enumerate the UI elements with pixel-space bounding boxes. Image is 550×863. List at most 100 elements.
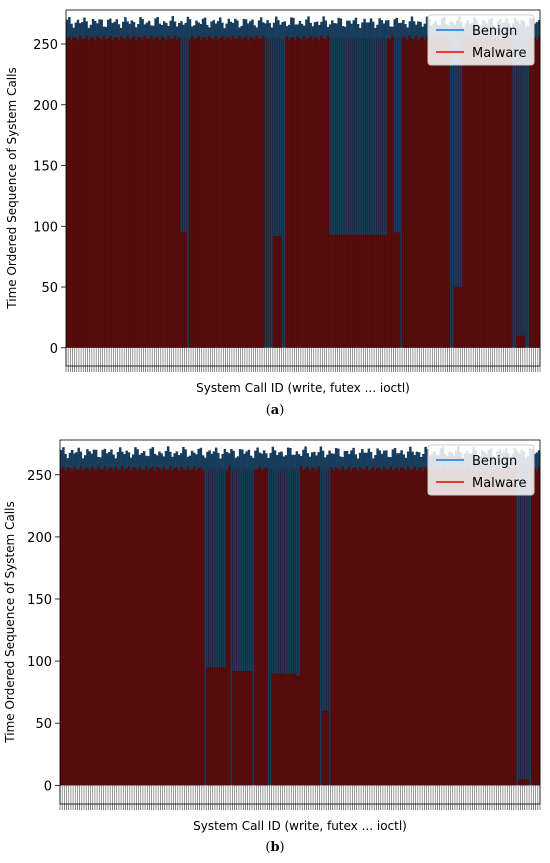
malware-bar	[435, 469, 438, 786]
malware-bar	[322, 38, 325, 348]
malware-bar	[116, 468, 120, 786]
malware-bar	[463, 471, 467, 786]
malware-bar	[468, 467, 471, 786]
malware-bar	[279, 235, 282, 348]
benign-bar	[397, 23, 401, 348]
malware-bar	[332, 471, 336, 786]
malware-bar	[203, 36, 207, 348]
benign-bar	[380, 20, 384, 348]
malware-bar	[452, 470, 456, 786]
malware-bar	[461, 466, 464, 786]
malware-bar	[326, 35, 330, 348]
benign-bar	[451, 22, 455, 348]
benign-bar	[529, 448, 532, 786]
malware-bar	[225, 470, 229, 786]
malware-bar	[361, 468, 364, 786]
malware-bar	[537, 466, 541, 786]
malware-bar	[331, 234, 334, 348]
malware-bar	[81, 38, 84, 348]
malware-bar	[175, 40, 179, 348]
malware-bar	[376, 467, 379, 786]
benign-bar	[232, 450, 235, 786]
malware-bar	[434, 39, 437, 348]
malware-bar	[156, 467, 159, 786]
malware-bar	[253, 39, 256, 348]
malware-bar	[444, 467, 447, 786]
malware-bar	[441, 467, 445, 786]
malware-bar	[229, 40, 233, 348]
malware-bar	[393, 232, 396, 348]
malware-bar	[232, 671, 235, 786]
series-malware	[60, 466, 541, 786]
malware-bar	[369, 468, 373, 786]
malware-bar	[415, 35, 418, 348]
plot-frame	[65, 9, 541, 367]
malware-bar	[147, 470, 150, 786]
benign-bar	[382, 23, 386, 348]
benign-bar	[269, 453, 272, 786]
malware-bar	[324, 710, 327, 786]
benign-bar	[274, 16, 278, 348]
malware-bar	[408, 35, 412, 348]
benign-bar	[374, 27, 377, 348]
malware-bar	[169, 466, 172, 786]
malware-bar	[348, 466, 351, 786]
malware-bar	[343, 469, 347, 786]
malware-bar	[66, 467, 70, 786]
malware-bar	[145, 466, 148, 786]
malware-bar	[417, 40, 420, 348]
malware-bar	[132, 35, 136, 348]
malware-bar	[171, 470, 174, 786]
malware-bar	[236, 671, 240, 786]
y-axis-label: Time Ordered Sequence of System Calls	[3, 501, 17, 743]
malware-bar	[339, 470, 342, 786]
malware-bar	[190, 35, 194, 348]
x-axis-label: System Call ID (write, futex ... ioctl)	[196, 381, 410, 395]
ytick-label: 200	[33, 99, 58, 114]
malware-bar	[173, 468, 176, 786]
malware-bar	[499, 39, 502, 348]
malware-bar	[533, 467, 536, 786]
benign-bar	[276, 455, 279, 786]
malware-bar	[112, 470, 115, 786]
malware-bar	[350, 234, 353, 348]
malware-bar	[178, 37, 181, 348]
malware-bar	[167, 35, 170, 348]
malware-bar	[341, 234, 345, 348]
malware-bar	[151, 466, 155, 786]
malware-bar	[197, 467, 200, 786]
malware-bar	[502, 466, 506, 786]
malware-bar	[503, 35, 506, 348]
malware-bar	[223, 40, 226, 348]
benign-bar	[341, 26, 345, 348]
malware-bar	[335, 234, 338, 348]
malware-bar	[141, 40, 144, 348]
benign-bar	[293, 454, 296, 786]
malware-bar	[419, 37, 422, 348]
malware-bar	[129, 470, 133, 786]
malware-bar	[238, 671, 242, 786]
malware-bar	[478, 466, 482, 786]
malware-bar	[422, 471, 425, 786]
malware-bar	[391, 35, 394, 348]
malware-bar	[240, 39, 243, 348]
malware-bar	[537, 35, 541, 348]
malware-bar	[300, 39, 304, 348]
malware-bar	[180, 232, 183, 348]
malware-bar	[526, 779, 530, 786]
malware-bar	[210, 667, 214, 786]
malware-bar	[315, 37, 319, 348]
benign-bar	[393, 19, 396, 348]
malware-bar	[529, 40, 532, 348]
malware-bar	[393, 468, 397, 786]
benign-bar	[289, 448, 292, 786]
malware-bar	[66, 37, 69, 348]
malware-bar	[284, 673, 288, 786]
malware-bar	[507, 37, 511, 348]
benign-bar	[234, 457, 238, 786]
benign-bar	[455, 20, 459, 348]
benign-bar	[278, 452, 281, 786]
malware-bar	[257, 39, 261, 348]
malware-bar	[350, 470, 353, 786]
malware-bar	[162, 466, 166, 786]
